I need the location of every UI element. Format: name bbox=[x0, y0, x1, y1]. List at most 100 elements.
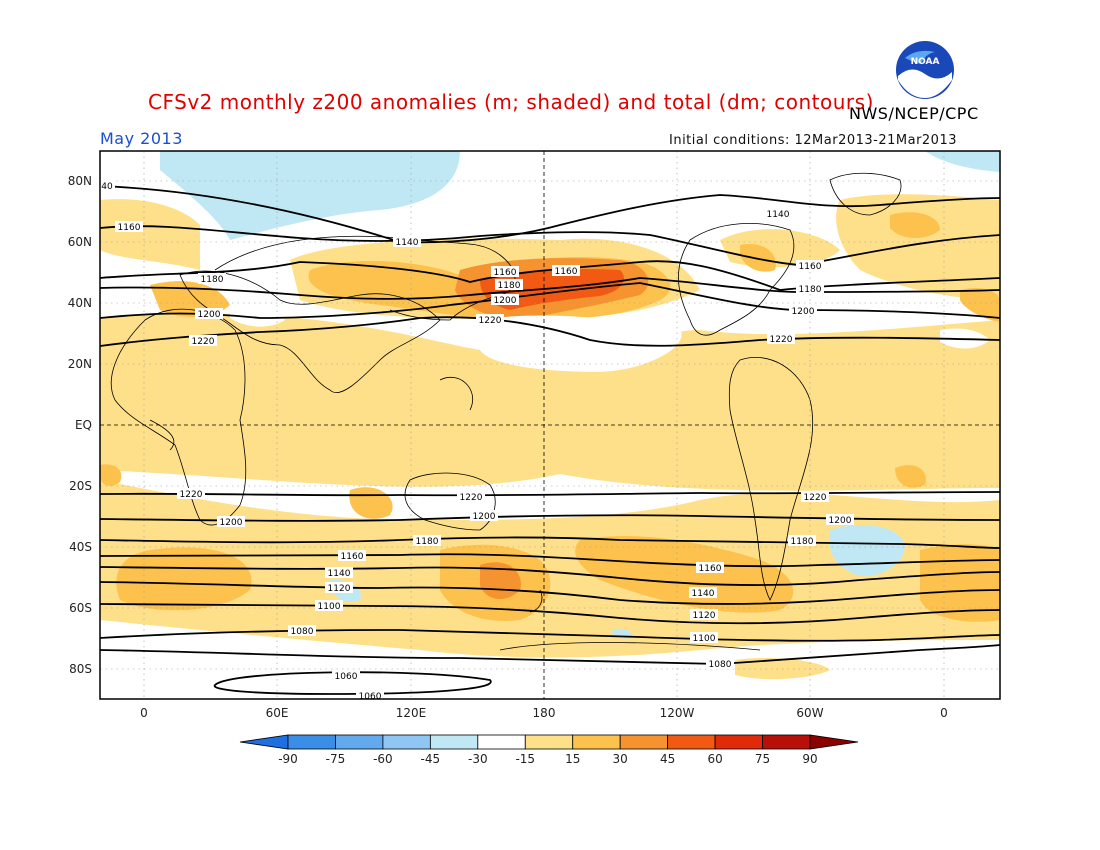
contour-label: 1100 bbox=[315, 600, 343, 612]
contour-label: 1160 bbox=[338, 550, 366, 562]
svg-text:1080: 1080 bbox=[709, 660, 732, 670]
svg-text:1200: 1200 bbox=[792, 307, 815, 317]
contour-label: 1140 bbox=[393, 236, 421, 248]
lat-label: 80S bbox=[69, 662, 92, 676]
colorbar-swatch bbox=[287, 734, 336, 750]
colorbar-swatch bbox=[524, 734, 574, 750]
contour-label: 1220 bbox=[801, 491, 829, 503]
lat-label: 60S bbox=[69, 601, 92, 615]
lon-label: 60E bbox=[266, 706, 289, 720]
colorbar-tick-label: 45 bbox=[660, 752, 675, 766]
contour-label: 1200 bbox=[491, 294, 519, 306]
contour-label: 1080 bbox=[288, 625, 316, 637]
colorbar-swatch bbox=[429, 734, 479, 750]
svg-text:1140: 1140 bbox=[396, 238, 419, 248]
contour-label: 1120 bbox=[325, 582, 353, 594]
colorbar-tick-label: -90 bbox=[278, 752, 298, 766]
colorbar-tick-label: -75 bbox=[326, 752, 346, 766]
lon-label: 0 bbox=[140, 706, 148, 720]
colorbar-tick-label: -30 bbox=[468, 752, 488, 766]
svg-text:1160: 1160 bbox=[118, 223, 141, 233]
colorbar-swatch bbox=[335, 734, 384, 750]
svg-text:1080: 1080 bbox=[291, 627, 314, 637]
colorbar-swatch bbox=[572, 734, 621, 750]
lat-label: 20S bbox=[69, 479, 92, 493]
contour-label-group: 40 1160 1140 1140 1160 1180 1160 1200 1180 1220 11… bbox=[99, 180, 854, 702]
lon-label: 0 bbox=[940, 706, 948, 720]
contour-label: 1220 bbox=[767, 333, 795, 345]
colorbar-swatch bbox=[714, 734, 763, 750]
colorbar-tick-label: 75 bbox=[755, 752, 770, 766]
contour-label: 1200 bbox=[470, 510, 498, 522]
svg-text:1100: 1100 bbox=[693, 634, 716, 644]
svg-text:1140: 1140 bbox=[328, 569, 351, 579]
contour-label: 1180 bbox=[413, 535, 441, 547]
svg-text:1180: 1180 bbox=[498, 281, 521, 291]
svg-text:1220: 1220 bbox=[770, 335, 793, 345]
contour-label: 1060 bbox=[332, 670, 360, 682]
contour-label: 1160 bbox=[696, 562, 724, 574]
equator-dateline bbox=[100, 151, 1000, 699]
forecast-period: May 2013 bbox=[100, 129, 183, 148]
lat-label: 80N bbox=[68, 174, 92, 188]
contour-label: 1140 bbox=[325, 567, 353, 579]
colorbar-tick-label: -60 bbox=[373, 752, 393, 766]
svg-text:1200: 1200 bbox=[220, 518, 243, 528]
svg-text:1160: 1160 bbox=[799, 262, 822, 272]
lat-label: 60N bbox=[68, 235, 92, 249]
graticule bbox=[100, 151, 1000, 699]
anomaly-shading bbox=[100, 151, 1000, 680]
svg-text:1220: 1220 bbox=[460, 493, 483, 503]
svg-text:1200: 1200 bbox=[494, 296, 517, 306]
contour-label: 1060 bbox=[356, 690, 384, 702]
chart-title: CFSv2 monthly z200 anomalies (m; shaded)… bbox=[148, 90, 874, 114]
contour-label: 1100 bbox=[690, 632, 718, 644]
svg-text:1180: 1180 bbox=[201, 275, 224, 285]
contour-label: 1160 bbox=[491, 266, 519, 278]
colorbar: -90 -75 -60 -45 -30 -15 15 30 45 60 75 90 bbox=[239, 734, 859, 766]
svg-text:1100: 1100 bbox=[318, 602, 341, 612]
contour-label: 1220 bbox=[177, 488, 205, 500]
lat-label: 40S bbox=[69, 540, 92, 554]
lon-label: 180 bbox=[533, 706, 556, 720]
svg-text:1140: 1140 bbox=[692, 589, 715, 599]
contour-label: 1180 bbox=[198, 273, 226, 285]
contour-label: 1220 bbox=[457, 491, 485, 503]
lon-label: 120W bbox=[660, 706, 695, 720]
svg-text:1220: 1220 bbox=[192, 337, 215, 347]
svg-text:1200: 1200 bbox=[198, 310, 221, 320]
svg-text:1120: 1120 bbox=[328, 584, 351, 594]
svg-text:1220: 1220 bbox=[479, 316, 502, 326]
contour-label: 1200 bbox=[789, 305, 817, 317]
lat-label: 20N bbox=[68, 357, 92, 371]
colorbar-tick-label: -15 bbox=[515, 752, 535, 766]
svg-text:1180: 1180 bbox=[799, 285, 822, 295]
svg-text:NOAA: NOAA bbox=[911, 57, 940, 67]
svg-text:1220: 1220 bbox=[804, 493, 827, 503]
contour-label: 1180 bbox=[796, 283, 824, 295]
colorbar-swatch bbox=[619, 734, 669, 750]
svg-text:1180: 1180 bbox=[791, 537, 814, 547]
contour-label: 1140 bbox=[764, 208, 792, 220]
contour-label: 1160 bbox=[796, 260, 824, 272]
lat-label: 40N bbox=[68, 296, 92, 310]
latitude-axis: 80N 60N 40N 20N EQ 20S 40S 60S 80S bbox=[68, 174, 92, 676]
initial-conditions: Initial conditions: 12Mar2013-21Mar2013 bbox=[669, 133, 957, 148]
svg-text:1140: 1140 bbox=[767, 210, 790, 220]
longitude-axis: 0 60E 120E 180 120W 60W 0 bbox=[140, 706, 948, 720]
contour-label: 1220 bbox=[189, 335, 217, 347]
svg-text:1180: 1180 bbox=[416, 537, 439, 547]
contour-label: 1080 bbox=[706, 658, 734, 670]
colorbar-swatch bbox=[382, 734, 431, 750]
contour-label: 1200 bbox=[217, 516, 245, 528]
svg-text:1200: 1200 bbox=[829, 516, 852, 526]
colorbar-tick-label: 60 bbox=[707, 752, 722, 766]
colorbar-tick-label: 30 bbox=[613, 752, 628, 766]
lon-label: 120E bbox=[396, 706, 427, 720]
noaa-logo-icon: NOAA bbox=[896, 41, 954, 99]
contour-label: 1180 bbox=[788, 535, 816, 547]
contour-label: 40 bbox=[99, 180, 115, 192]
contour-label: 1140 bbox=[689, 587, 717, 599]
svg-text:1200: 1200 bbox=[473, 512, 496, 522]
